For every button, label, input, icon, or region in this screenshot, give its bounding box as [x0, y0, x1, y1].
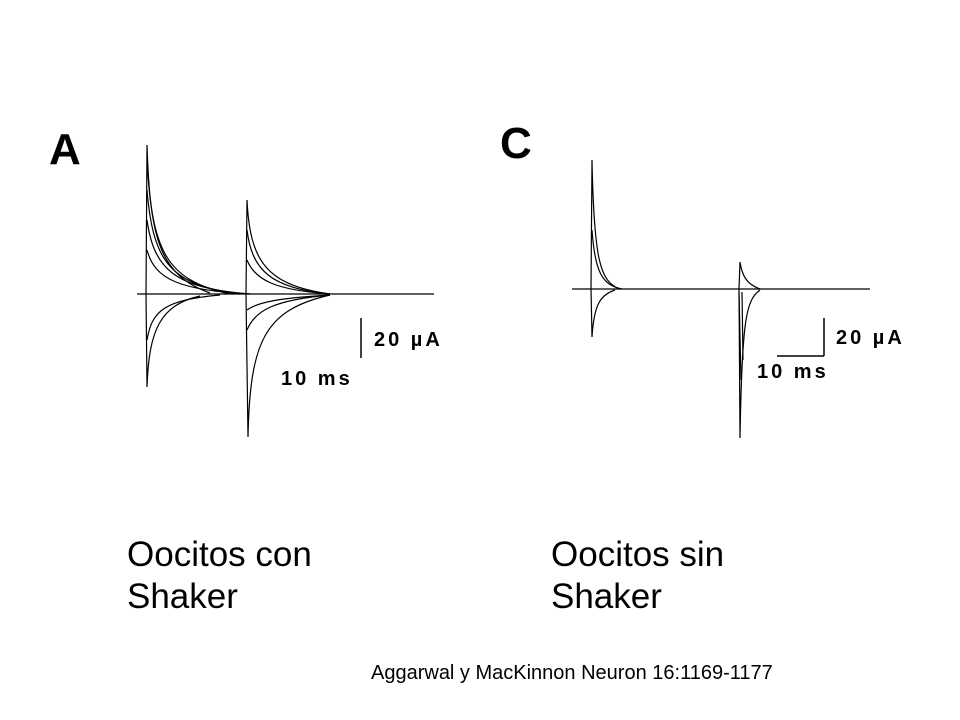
panel-a-caption-line-1: Oocitos con	[127, 535, 312, 574]
panel-a-caption: Oocitos con Shaker	[127, 534, 312, 618]
panel-c-spike-2-upper	[738, 261, 761, 290]
panel-a-spike-1-lower	[145, 293, 201, 388]
panel-c-letter: C	[500, 119, 532, 168]
panel-a-letter: A	[49, 125, 81, 174]
panel-c-caption: Oocitos sin Shaker	[551, 534, 724, 618]
panel-a-spike-2-lower	[245, 293, 331, 438]
panel-a-spike-1-upper	[145, 144, 211, 295]
panel-a-time-scale-label: 10 ms	[281, 368, 353, 390]
panel-a-current-scale-label: 20 µA	[374, 329, 443, 351]
panel-a-spike-2-upper	[245, 199, 331, 295]
panel-c-spike-1-lower	[590, 288, 616, 338]
panel-c-current-scale-label: 20 µA	[836, 327, 905, 349]
panel-a-caption-line-2: Shaker	[127, 577, 238, 616]
panel-c-time-scale-label: 10 ms	[757, 361, 829, 383]
panel-c-spike-2-lower	[738, 288, 761, 439]
panel-a-traces	[137, 144, 434, 438]
panel-c-traces	[572, 159, 870, 439]
panel-c-caption-line-1: Oocitos sin	[551, 535, 725, 574]
panel-c-caption-line-2: Shaker	[551, 577, 662, 616]
panel-c-spike-1-upper	[590, 159, 621, 290]
citation: Aggarwal y MacKinnon Neuron 16:1169-1177	[371, 662, 773, 684]
